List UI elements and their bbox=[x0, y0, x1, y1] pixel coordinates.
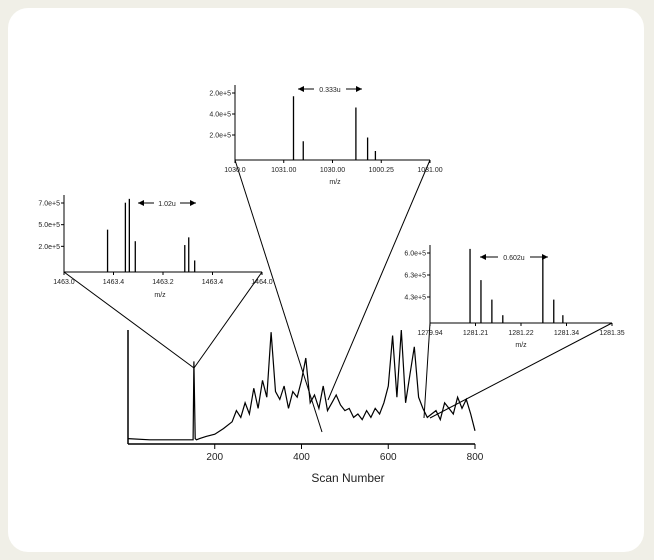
connector-left-a bbox=[63, 271, 195, 369]
inset-left-y-tick-label: 5.0e+5 bbox=[38, 222, 60, 229]
connector-right-a bbox=[423, 322, 431, 419]
inset-top-annotation-text: 0.333u bbox=[319, 87, 341, 94]
inset-right-x-tick-label: 1281.34 bbox=[554, 330, 579, 337]
inset-left-annotation: 1.02u bbox=[138, 198, 196, 208]
main-chromatogram-line bbox=[127, 329, 476, 441]
inset-right-y-ticks: 6.0e+5 6.3e+5 4.3e+5 bbox=[404, 251, 430, 302]
inset-top-x-ticks: 1030.0 1031.00 1030.00 1000.25 1031.00 bbox=[224, 160, 443, 174]
main-x-tick-label: 400 bbox=[293, 452, 310, 463]
inset-left-y-tick-label: 7.0e+5 bbox=[38, 201, 60, 208]
connector-right-b bbox=[429, 322, 613, 419]
inset-left-arrowhead-left bbox=[138, 200, 144, 206]
inset-top-x-tick-label: 1031.00 bbox=[271, 167, 296, 174]
main-x-axis-label: Scan Number bbox=[311, 471, 384, 485]
inset-top-x-label: m/z bbox=[329, 179, 341, 186]
inset-left-peaks bbox=[106, 198, 196, 272]
inset-left-annotation-bg bbox=[154, 198, 180, 208]
inset-right-annotation-text: 0.602u bbox=[503, 255, 525, 262]
connector-lines bbox=[63, 159, 613, 433]
figure-card bbox=[8, 8, 644, 552]
inset-top-x-tick-label: 1031.00 bbox=[417, 167, 442, 174]
inset-left-x-ticks: 1463.0 1463.4 1463.2 1463.4 1464.0 bbox=[53, 272, 273, 286]
inset-right-y-tick-label: 6.0e+5 bbox=[404, 251, 426, 258]
connector-left-b bbox=[193, 271, 263, 369]
inset-left-arrowhead-right bbox=[190, 200, 196, 206]
main-x-tick-label: 200 bbox=[206, 452, 223, 463]
inset-right-y-tick-label: 4.3e+5 bbox=[404, 295, 426, 302]
inset-left-x-label: m/z bbox=[154, 292, 166, 299]
inset-top-y-tick-label: 2.0e+5 bbox=[209, 91, 231, 98]
inset-right-x-tick-label: 1281.21 bbox=[463, 330, 488, 337]
connector-top-a bbox=[234, 159, 323, 433]
inset-right-x-label: m/z bbox=[515, 342, 527, 349]
inset-top-x-tick-label: 1030.00 bbox=[320, 167, 345, 174]
inset-left: 7.0e+55.0e+52.0e+5 1463.0 1463.4 1463.2 146… bbox=[38, 195, 273, 299]
inset-left-x-tick-label: 1464.0 bbox=[251, 279, 273, 286]
connector-top-b bbox=[327, 159, 431, 401]
inset-right-annotation: 0.602u bbox=[480, 252, 548, 262]
inset-right-x-ticks: 1279.94 1281.21 1281.22 1281.34 1281.35 bbox=[417, 323, 625, 337]
main-x-tick-label: 600 bbox=[380, 452, 397, 463]
inset-left-y-tick-label: 2.0e+5 bbox=[38, 244, 60, 251]
inset-right-x-tick-label: 1279.94 bbox=[417, 330, 442, 337]
inset-top-y-ticks: 2.0e+5 4.0e+5 2.0e+5 bbox=[209, 91, 235, 140]
inset-top-arrowhead-left bbox=[298, 86, 304, 92]
inset-top-annotation: 0.333u bbox=[298, 84, 362, 94]
inset-top-annotation-bg bbox=[314, 84, 346, 94]
inset-top-x-tick-label: 1000.25 bbox=[369, 167, 394, 174]
inset-right: 6.0e+5 6.3e+5 4.3e+5 1279.94 1281.21 1281.22… bbox=[404, 245, 625, 349]
inset-top-y-tick-label: 2.0e+5 bbox=[209, 133, 231, 140]
inset-top-y-tick-label: 4.0e+5 bbox=[209, 112, 231, 119]
inset-left-annotation-text: 1.02u bbox=[158, 201, 176, 208]
main-x-tick-label: 800 bbox=[467, 452, 484, 463]
main-x-ticks: 200 400 600 800 bbox=[206, 444, 484, 463]
inset-right-arrowhead-left bbox=[480, 254, 486, 260]
inset-right-arrowhead-right bbox=[542, 254, 548, 260]
inset-right-x-tick-label: 1281.35 bbox=[599, 330, 624, 337]
inset-right-x-tick-label: 1281.22 bbox=[508, 330, 533, 337]
inset-top-x-tick-label: 1030.0 bbox=[224, 167, 246, 174]
inset-left-x-tick-label: 1463.4 bbox=[103, 279, 125, 286]
inset-top-peaks bbox=[292, 96, 377, 160]
inset-left-x-tick-label: 1463.4 bbox=[202, 279, 224, 286]
inset-right-peaks bbox=[469, 248, 564, 323]
inset-left-x-tick-label: 1463.0 bbox=[53, 279, 75, 286]
inset-left-y-ticks: 7.0e+5 5.0e+5 2.0e+5 bbox=[38, 201, 64, 251]
inset-right-y-tick-label: 6.3e+5 bbox=[404, 273, 426, 280]
inset-top-arrowhead-right bbox=[356, 86, 362, 92]
inset-left-x-tick-label: 1463.2 bbox=[152, 279, 174, 286]
inset-right-annotation-bg bbox=[498, 252, 530, 262]
inset-top: 2.0e+54.0e+52.0e+5 1030.0 1031.00 1030.00 1… bbox=[209, 84, 443, 186]
